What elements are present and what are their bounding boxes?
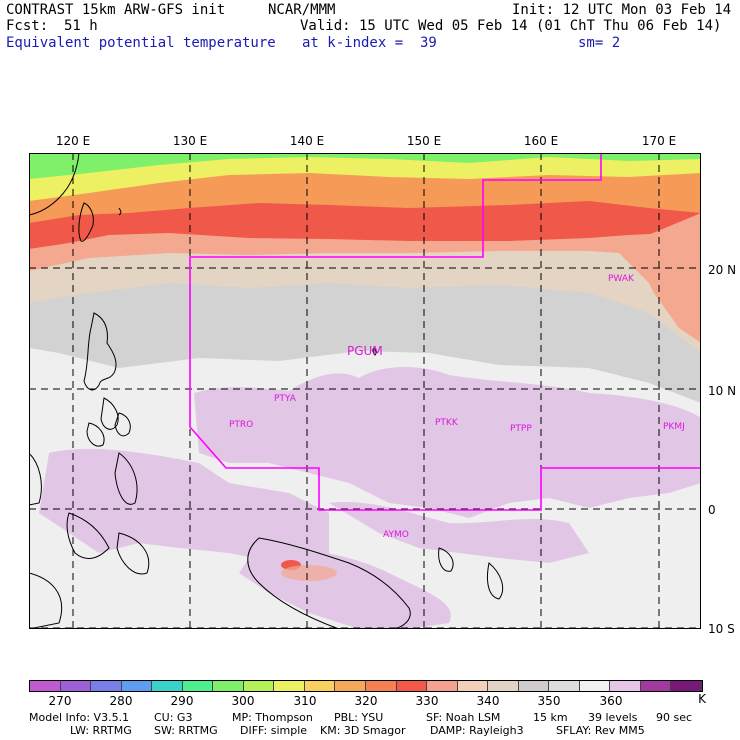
lat-label-0: 0 (708, 503, 716, 517)
footer-longwave: LW: RRTMG (70, 724, 132, 737)
station-pwak: PWAK (608, 274, 635, 284)
colorbar-swatch-19 (610, 681, 641, 691)
colorbar-swatch-2 (91, 681, 122, 691)
field-name: Equivalent potential temperature (6, 35, 276, 51)
colorbar-swatch-13 (427, 681, 458, 691)
footer-levels: 39 levels (588, 711, 638, 724)
colorbar-tick-350: 350 (537, 694, 561, 708)
lon-label-140e: 140 E (289, 134, 325, 148)
valid-time: Valid: 15 UTC Wed 05 Feb 14 (01 ChT Thu … (300, 18, 722, 34)
colorbar-swatch-12 (396, 681, 428, 691)
lon-label-130e: 130 E (172, 134, 208, 148)
colorbar-tick-300: 300 (231, 694, 255, 708)
lon-label-150e: 150 E (406, 134, 442, 148)
footer-resolution: 15 km (533, 711, 568, 724)
lon-label-170e: 170 E (641, 134, 677, 148)
colorbar-swatch-6 (213, 681, 244, 691)
domain-boundary (189, 153, 701, 511)
colorbar-swatch-9 (304, 681, 336, 691)
colorbar-swatch-21 (671, 681, 703, 691)
theta-e-yellow-band (29, 153, 701, 201)
footer-version: Model Info: V3.5.1 (29, 711, 130, 724)
colorbar-swatch-18 (579, 681, 611, 691)
footer-damping: DAMP: Rayleigh3 (430, 724, 524, 737)
footer-diffusion: DIFF: simple (240, 724, 308, 737)
station-ptkk: PTKK (435, 418, 459, 428)
colorbar-swatch-20 (640, 681, 672, 691)
model-title: CONTRAST 15km ARW-GFS init (6, 2, 226, 18)
coastlines (29, 153, 504, 629)
lon-label-120e: 120 E (55, 134, 91, 148)
colorbar-swatch-11 (366, 681, 397, 691)
level-label: at k-index = 39 (302, 35, 437, 51)
colorbar-tick-330: 330 (415, 694, 439, 708)
colorbar-swatch-10 (335, 681, 367, 691)
lat-label-10n: 10 N (708, 384, 737, 398)
colorbar-swatch-15 (488, 681, 519, 691)
colorbar-tick-290: 290 (170, 694, 194, 708)
colorbar-swatch-4 (152, 681, 183, 691)
footer-surface-layer: SFLAY: Rev MM5 (556, 724, 645, 737)
station-ptya: PTYA (274, 394, 297, 404)
station-ptro: PTRO (229, 420, 253, 430)
colorbar-tick-340: 340 (476, 694, 500, 708)
org-label: NCAR/MMM (268, 2, 336, 18)
colorbar-tick-320: 320 (354, 694, 378, 708)
theta-e-salmon-tongue (629, 213, 701, 343)
colorbar-tick-360: 360 (599, 694, 623, 708)
lat-label-10s: 10 S (708, 622, 735, 636)
map-frame (29, 153, 701, 629)
equivalent-potential-temperature-map: PGUM PTYA PTRO PTKK PTPP PKMJ PWAK AYMO (29, 153, 701, 629)
colorbar-swatch-1 (60, 681, 92, 691)
theta-e-tan-band (29, 233, 701, 353)
colorbar-tick-310: 310 (293, 694, 317, 708)
theta-e-warm-halo (281, 565, 337, 581)
footer-cumulus: CU: G3 (154, 711, 193, 724)
footer-timestep: 90 sec (656, 711, 693, 724)
footer-pbl: PBL: YSU (334, 711, 384, 724)
colorbar-swatch-16 (518, 681, 550, 691)
theta-e-gray-band (29, 253, 701, 403)
init-time: Init: 12 UTC Mon 03 Feb 14 (512, 2, 732, 18)
colorbar-swatch-7 (243, 681, 275, 691)
forecast-hours: 51 h (64, 18, 98, 34)
colorbar-swatch-14 (457, 681, 489, 691)
theta-e-purple-regions (39, 367, 701, 629)
colorbar-swatch-3 (121, 681, 153, 691)
colorbar-swatch-0 (30, 681, 61, 691)
theta-e-green-band (29, 153, 701, 179)
smoothing-label: sm= 2 (578, 35, 621, 51)
colorbar-swatch-5 (182, 681, 214, 691)
footer-microphysics: MP: Thompson (232, 711, 313, 724)
forecast-label: Fcst: (6, 18, 49, 34)
colorbar-swatch-8 (274, 681, 305, 691)
station-ptpp: PTPP (510, 424, 532, 434)
station-pkmj: PKMJ (663, 422, 685, 432)
footer-surface: SF: Noah LSM (426, 711, 501, 724)
station-aymo: AYMO (383, 530, 409, 540)
colorbar-tick-280: 280 (109, 694, 133, 708)
lon-label-160e: 160 E (523, 134, 559, 148)
colorbar-unit: K (698, 692, 706, 706)
footer-km: KM: 3D Smagor (320, 724, 406, 737)
station-pgum: PGUM (347, 344, 383, 358)
lat-label-20n: 20 N (708, 263, 737, 277)
colorbar-tick-270: 270 (48, 694, 72, 708)
footer-shortwave: SW: RRTMG (154, 724, 218, 737)
colorbar-swatch-17 (549, 681, 580, 691)
colorbar (29, 680, 703, 692)
